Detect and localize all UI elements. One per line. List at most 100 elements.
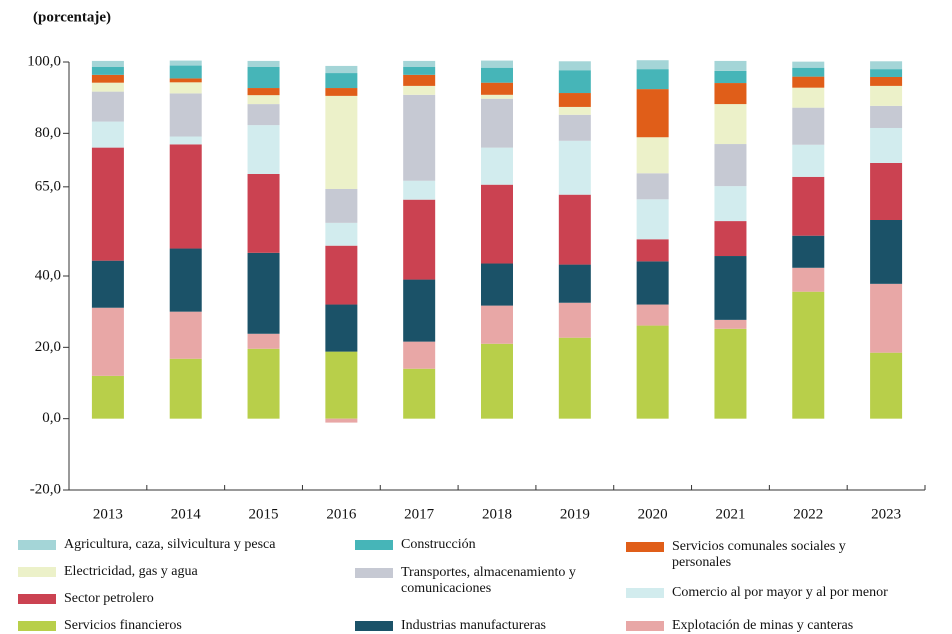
bar-segment [247,88,280,96]
chart-title: (porcentaje) [33,9,111,25]
bar-segment [792,144,825,177]
x-tick-label: 2020 [638,506,668,522]
bar-segment [169,60,202,66]
bar-segment [870,105,903,128]
x-tick-label: 2013 [93,506,123,522]
bar-segment [169,248,202,312]
bar-segment [325,188,358,223]
bar-segment [636,325,669,419]
bar-segment [636,89,669,138]
bar-segment [325,245,358,305]
legend-label: Industrias manufactureras [401,618,546,633]
bar-segment [870,220,903,284]
bar-segment [403,60,436,67]
bar-segment [91,60,124,67]
y-tick-label: 0,0 [42,410,61,426]
x-tick-label: 2017 [404,506,435,522]
bar-segment [792,107,825,145]
bar-segment [558,70,591,94]
bar-segment [91,307,124,376]
bar-segment [403,199,436,280]
bar-segment [169,136,202,145]
legend-swatch [18,594,56,604]
bar-segment [325,304,358,352]
bar-segment [247,95,280,105]
bar-segment [91,66,124,75]
bar-segment [481,60,513,68]
legend-swatch [18,567,56,577]
bar-segment [714,104,747,145]
legend-label: Sector petrolero [64,591,154,606]
legend-item: Electricidad, gas y agua [18,564,198,580]
bar-segment [870,162,903,221]
bar-segment [247,252,280,334]
bar-segment [558,114,591,141]
bar-segment [558,194,591,265]
legend-swatch [626,621,664,631]
bar-segment [481,184,513,264]
bar-segment [870,127,903,163]
bar-segment [714,328,747,419]
legend-swatch [355,568,393,578]
bar-segment [169,311,202,359]
bar-segment [403,341,436,369]
bar-segment [870,85,903,106]
bar-segment [558,302,591,338]
bar-segment [792,67,825,77]
bar-segment [792,176,825,236]
bar-segment [403,66,436,75]
bar-segment [870,61,903,70]
legend-item: Sector petrolero [18,591,154,607]
bar-segment [91,121,124,148]
legend-swatch [18,540,56,550]
y-tick-label: 40,0 [35,267,61,283]
bar-segment [403,180,436,200]
legend-item: Servicios financieros [18,618,182,634]
bar-segment [870,76,903,86]
bar-segment [91,91,124,122]
bar-segment [403,94,436,181]
bar-segment [792,76,825,88]
y-tick-label: -20,0 [30,481,61,497]
bar-segment [714,319,747,329]
bar-segment [403,279,436,342]
x-tick-label: 2016 [326,506,357,522]
bar-segment [403,85,436,95]
y-tick-label: 100,0 [27,53,61,69]
bar-segment [247,104,280,126]
bar-segment [169,78,202,83]
bar-segment [481,305,513,344]
bar-segment [247,333,280,349]
bar-segment [870,352,903,419]
bar-segment [481,343,513,419]
bar-segment [636,69,669,90]
legend-label: Construcción [401,537,476,552]
bar-segment [714,83,747,105]
legend-item: Servicios comunales sociales y personale… [626,539,887,571]
legend-label: Comercio al por mayor y al por menor [672,585,888,600]
y-tick-label: 65,0 [35,178,61,194]
bar-segment [636,199,669,240]
bar-segment [558,140,591,195]
legend-item: Agricultura, caza, silvicultura y pesca [18,537,275,553]
x-tick-label: 2021 [715,506,745,522]
bar-segment [558,93,591,107]
bar-segment [325,222,358,246]
bar-segment [325,351,358,419]
bar-segment [792,267,825,292]
legend-item: Transportes, almacenamiento y comunicaci… [355,565,616,597]
bar-segment [481,67,513,83]
bar-segment [325,418,358,423]
bar-segment [636,173,669,200]
bar-segment [91,82,124,92]
bar-segment [714,221,747,257]
x-tick-label: 2018 [482,506,512,522]
y-tick-label: 80,0 [35,125,61,141]
legend-item: Industrias manufactureras [355,618,546,634]
bar-segment [792,61,825,68]
bar-segment [636,137,669,174]
legend-label: Agricultura, caza, silvicultura y pesca [64,537,276,552]
bar-segment [481,147,513,185]
legend-label: Servicios comunales sociales y personale… [672,539,846,570]
